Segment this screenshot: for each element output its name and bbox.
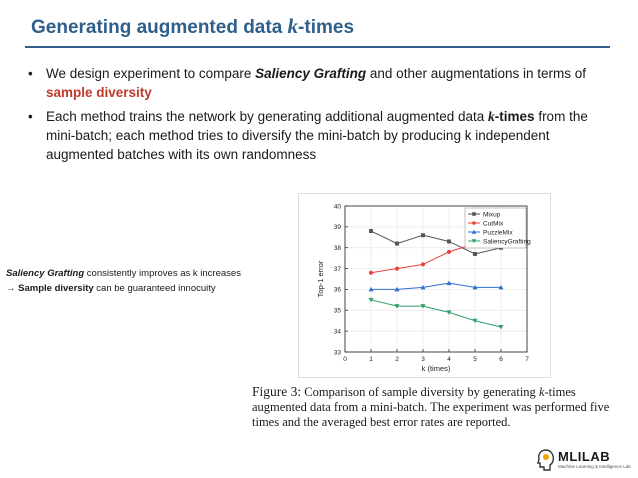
- data-point-cutmix: [447, 249, 451, 254]
- legend-marker-mixup: [472, 212, 476, 216]
- data-point-saliencygrafting: [498, 324, 504, 330]
- bullet-dot: •: [28, 66, 33, 81]
- bullet-dot: •: [28, 109, 33, 124]
- legend-marker-saliencygrafting: [471, 239, 477, 244]
- data-point-saliencygrafting: [420, 304, 426, 309]
- figure-caption: Figure 3: Comparison of sample diversity…: [252, 384, 612, 430]
- legend-label-puzzlemix: PuzzleMix: [483, 229, 513, 236]
- y-tick-label: 35: [334, 308, 342, 315]
- x-tick-label: 3: [421, 356, 425, 363]
- legend-label-cutmix: CutMix: [483, 220, 504, 227]
- data-point-mixup: [369, 229, 373, 234]
- data-point-puzzlemix: [420, 284, 426, 290]
- data-point-puzzlemix: [394, 286, 400, 292]
- bullet-1-emphasis: Saliency Grafting: [255, 66, 367, 81]
- bullet-item-1: • We design experiment to compare Salien…: [28, 64, 608, 102]
- side-note-emphasis: Saliency Grafting: [6, 268, 85, 279]
- bullet-2-k: k: [488, 109, 495, 124]
- data-point-saliencygrafting: [368, 297, 374, 303]
- legend-marker-puzzlemix: [471, 229, 477, 234]
- data-point-mixup: [473, 251, 477, 256]
- x-tick-label: 1: [369, 356, 373, 363]
- title-k: k: [287, 14, 299, 38]
- data-point-cutmix: [395, 266, 399, 271]
- legend-label-saliencygrafting: SaliencyGrafting: [483, 238, 531, 245]
- side-note-line-2: → Sample diversity can be guaranteed inn…: [6, 281, 241, 296]
- y-tick-label: 40: [334, 203, 342, 210]
- logo-text: MLILAB: [558, 449, 611, 464]
- x-axis-label: k (times): [422, 364, 451, 373]
- plot-frame: [344, 205, 528, 353]
- title-divider: [25, 46, 610, 48]
- logo-subtext: Machine Learning & Intelligence Lab: [558, 464, 631, 469]
- bullet-1-text-mid: and other augmentations in terms of: [366, 66, 587, 81]
- figure-text-post: -times augmented data from a mini-batch.…: [252, 385, 610, 429]
- x-tick-label: 7: [525, 356, 529, 363]
- data-point-saliencygrafting: [446, 310, 452, 315]
- bullet-2-text-post: from the mini-batch; each method tries t…: [46, 109, 588, 162]
- data-point-saliencygrafting: [394, 304, 400, 309]
- bullet-list: • We design experiment to compare Salien…: [28, 64, 608, 169]
- data-point-mixup: [421, 233, 425, 238]
- data-point-puzzlemix: [472, 284, 478, 290]
- y-tick-label: 33: [334, 349, 342, 356]
- slide-title: Generating augmented data k-times: [31, 14, 354, 39]
- data-point-puzzlemix: [446, 280, 452, 286]
- bullet-1-highlight: sample diversity: [46, 85, 152, 100]
- line-chart: 0 1 2 3 4 5 6 7 33 34 35 36 37 38 39 40 k (times) Top-1 e…: [298, 193, 551, 378]
- x-tick-label: 0: [343, 356, 347, 363]
- data-point-mixup: [395, 241, 399, 246]
- side-note: Saliency Grafting consistently improves …: [6, 266, 241, 296]
- y-tick-label: 39: [334, 224, 342, 231]
- bullet-1-text-pre: We design experiment to compare: [46, 66, 256, 81]
- data-point-mixup: [447, 239, 451, 244]
- data-point-saliencygrafting: [472, 318, 478, 324]
- side-note-line-2-text: can be guaranteed innocuity: [93, 283, 216, 294]
- y-tick-label: 37: [334, 266, 342, 273]
- title-text-pre: Generating augmented data: [31, 17, 288, 38]
- bullet-2-text-pre: Each method trains the network by genera…: [46, 109, 489, 124]
- series-line-saliencygrafting: [370, 299, 502, 328]
- y-tick-label: 38: [334, 245, 342, 252]
- x-tick-label: 6: [499, 356, 503, 363]
- side-note-line-1: Saliency Grafting consistently improves …: [6, 266, 241, 281]
- y-tick-label: 34: [334, 328, 342, 335]
- arrow-icon: →: [6, 283, 16, 294]
- data-point-cutmix: [421, 262, 425, 267]
- figure-k: k: [538, 385, 545, 399]
- figure-label: Figure 3:: [252, 384, 302, 399]
- x-tick-label: 4: [447, 356, 451, 363]
- data-point-cutmix: [369, 270, 373, 275]
- legend-marker-cutmix: [472, 221, 476, 225]
- series-line-mixup: [370, 230, 502, 255]
- y-axis-label: Top-1 error: [316, 260, 325, 297]
- title-text-post: -times: [298, 17, 355, 38]
- x-tick-label: 2: [395, 356, 399, 363]
- side-note-line-1-text: consistently improves as k increases: [84, 268, 241, 279]
- data-point-puzzlemix: [498, 284, 504, 290]
- side-note-bold: Sample diversity: [18, 283, 94, 294]
- series-line-puzzlemix: [371, 282, 501, 290]
- legend-label-mixup: Mixup: [483, 211, 501, 218]
- brain-head-icon: [537, 449, 555, 471]
- y-tick-label: 36: [334, 287, 342, 294]
- x-tick-label: 5: [473, 356, 477, 363]
- data-point-puzzlemix: [368, 286, 374, 292]
- bullet-item-2: • Each method trains the network by gene…: [28, 107, 608, 164]
- bullet-2-ktimes: -times: [494, 109, 535, 124]
- figure-text-pre: Comparison of sample diversity by genera…: [301, 385, 539, 399]
